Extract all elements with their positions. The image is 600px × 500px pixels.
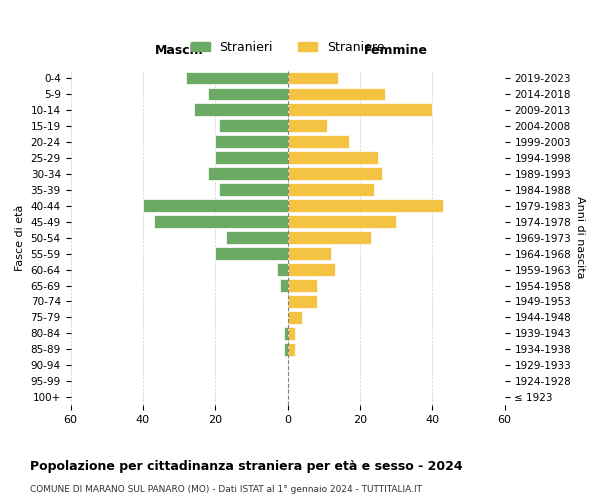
Bar bbox=[277, 263, 287, 276]
Bar bbox=[287, 231, 371, 244]
Bar bbox=[208, 88, 287, 101]
Bar bbox=[287, 327, 295, 340]
Bar bbox=[287, 295, 317, 308]
Bar bbox=[287, 247, 331, 260]
Bar bbox=[219, 184, 287, 196]
Y-axis label: Fasce di età: Fasce di età bbox=[15, 204, 25, 271]
Bar bbox=[219, 120, 287, 132]
Text: COMUNE DI MARANO SUL PANARO (MO) - Dati ISTAT al 1° gennaio 2024 - TUTTITALIA.IT: COMUNE DI MARANO SUL PANARO (MO) - Dati … bbox=[30, 485, 422, 494]
Bar bbox=[143, 200, 287, 212]
Bar bbox=[287, 343, 295, 356]
Text: Popolazione per cittadinanza straniera per età e sesso - 2024: Popolazione per cittadinanza straniera p… bbox=[30, 460, 463, 473]
Bar bbox=[287, 88, 385, 101]
Bar bbox=[287, 216, 396, 228]
Bar bbox=[194, 104, 287, 117]
Bar bbox=[284, 343, 287, 356]
Bar bbox=[287, 72, 338, 85]
Bar bbox=[287, 279, 317, 292]
Bar bbox=[287, 136, 349, 148]
Bar bbox=[284, 327, 287, 340]
Bar bbox=[208, 168, 287, 180]
Bar bbox=[287, 120, 328, 132]
Bar bbox=[287, 184, 374, 196]
Bar bbox=[215, 247, 287, 260]
Bar bbox=[186, 72, 287, 85]
Bar bbox=[287, 152, 378, 164]
Y-axis label: Anni di nascita: Anni di nascita bbox=[575, 196, 585, 279]
Legend: Stranieri, Straniere: Stranieri, Straniere bbox=[186, 36, 389, 59]
Bar bbox=[287, 311, 302, 324]
Bar bbox=[287, 104, 432, 117]
Bar bbox=[280, 279, 287, 292]
Bar bbox=[287, 263, 335, 276]
Bar bbox=[226, 231, 287, 244]
Text: Femmine: Femmine bbox=[364, 44, 428, 57]
Bar bbox=[215, 152, 287, 164]
Text: Maschi: Maschi bbox=[155, 44, 203, 57]
Bar bbox=[215, 136, 287, 148]
Bar bbox=[287, 168, 382, 180]
Bar bbox=[287, 200, 443, 212]
Bar bbox=[154, 216, 287, 228]
